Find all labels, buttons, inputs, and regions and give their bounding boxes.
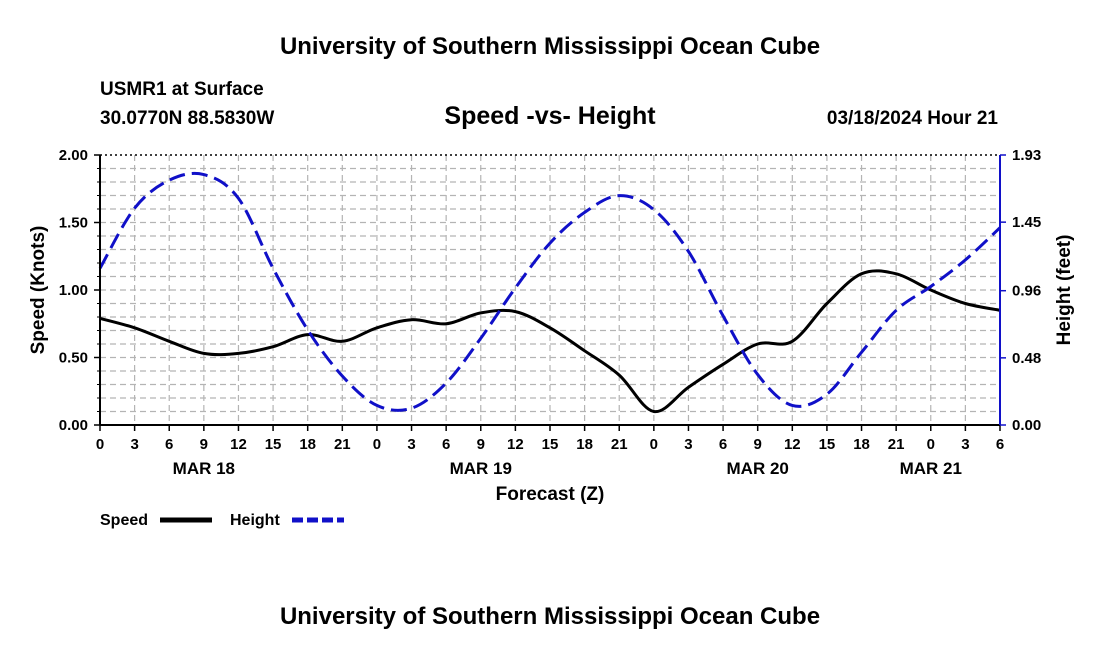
x-date-label: MAR 21 — [900, 459, 962, 478]
y-left-tick-label: 0.00 — [59, 417, 88, 434]
grid-lines — [100, 155, 1000, 425]
x-tick-label: 15 — [542, 436, 559, 453]
x-tick-label: 6 — [719, 436, 727, 453]
x-tick-label: 3 — [684, 436, 692, 453]
y-right-tick-label: 1.93 — [1012, 147, 1041, 164]
y-left-tick-label: 1.00 — [59, 282, 88, 299]
x-tick-label: 9 — [477, 436, 485, 453]
x-tick-label: 0 — [96, 436, 104, 453]
x-tick-label: 6 — [996, 436, 1004, 453]
y-left-tick-label: 1.50 — [59, 215, 88, 232]
x-tick-label: 15 — [819, 436, 836, 453]
station-coords: 30.0770N 88.5830W — [100, 108, 274, 129]
x-date-label: MAR 19 — [450, 459, 512, 478]
x-tick-label: 21 — [611, 436, 628, 453]
x-tick-label: 3 — [407, 436, 415, 453]
series-line-speed — [99, 269, 1001, 414]
x-tick-label: 21 — [888, 436, 905, 453]
x-tick-label: 3 — [961, 436, 969, 453]
axis-ticks: 0 3 6 9 12 15 18 21 0 3 6 9 12 15 18 21 0 3 6 9 12 15 18 21 0 3 6M… — [59, 147, 1041, 478]
x-tick-label: 15 — [265, 436, 282, 453]
x-tick-label: 0 — [927, 436, 935, 453]
x-tick-label: 18 — [299, 436, 316, 453]
series-lines — [98, 171, 1002, 414]
y-axis-left-label: Speed (Knots) — [28, 226, 49, 355]
y-right-tick-label: 0.00 — [1012, 417, 1041, 434]
footer-title: University of Southern Mississippi Ocean… — [280, 603, 820, 630]
chart-title: Speed -vs- Height — [444, 102, 656, 130]
station-name: USMR1 at Surface — [100, 79, 264, 100]
y-right-tick-label: 0.96 — [1012, 283, 1041, 300]
y-right-tick-label: 0.48 — [1012, 350, 1041, 367]
x-tick-label: 6 — [165, 436, 173, 453]
x-tick-label: 12 — [230, 436, 247, 453]
legend-speed-label: Speed — [100, 512, 148, 529]
x-date-label: MAR 20 — [727, 459, 789, 478]
x-tick-label: 0 — [650, 436, 658, 453]
x-tick-label: 3 — [130, 436, 138, 453]
x-tick-label: 9 — [200, 436, 208, 453]
y-left-tick-label: 0.50 — [59, 350, 88, 367]
page-title: University of Southern Mississippi Ocean… — [280, 33, 820, 60]
x-tick-label: 21 — [334, 436, 351, 453]
x-tick-label: 12 — [784, 436, 801, 453]
y-right-tick-label: 1.45 — [1012, 214, 1041, 231]
x-date-label: MAR 18 — [173, 459, 235, 478]
x-tick-label: 6 — [442, 436, 450, 453]
series-line-height — [98, 171, 1002, 412]
x-axis-label: Forecast (Z) — [496, 484, 605, 505]
forecast-datetime: 03/18/2024 Hour 21 — [827, 108, 999, 129]
legend: Speed Height — [100, 512, 344, 529]
legend-height-label: Height — [230, 512, 280, 529]
y-axis-right-label: Height (feet) — [1054, 235, 1075, 346]
x-tick-label: 0 — [373, 436, 381, 453]
x-tick-label: 9 — [754, 436, 762, 453]
x-tick-label: 18 — [576, 436, 593, 453]
x-tick-label: 12 — [507, 436, 524, 453]
y-left-tick-label: 2.00 — [59, 147, 88, 164]
x-tick-label: 18 — [853, 436, 870, 453]
